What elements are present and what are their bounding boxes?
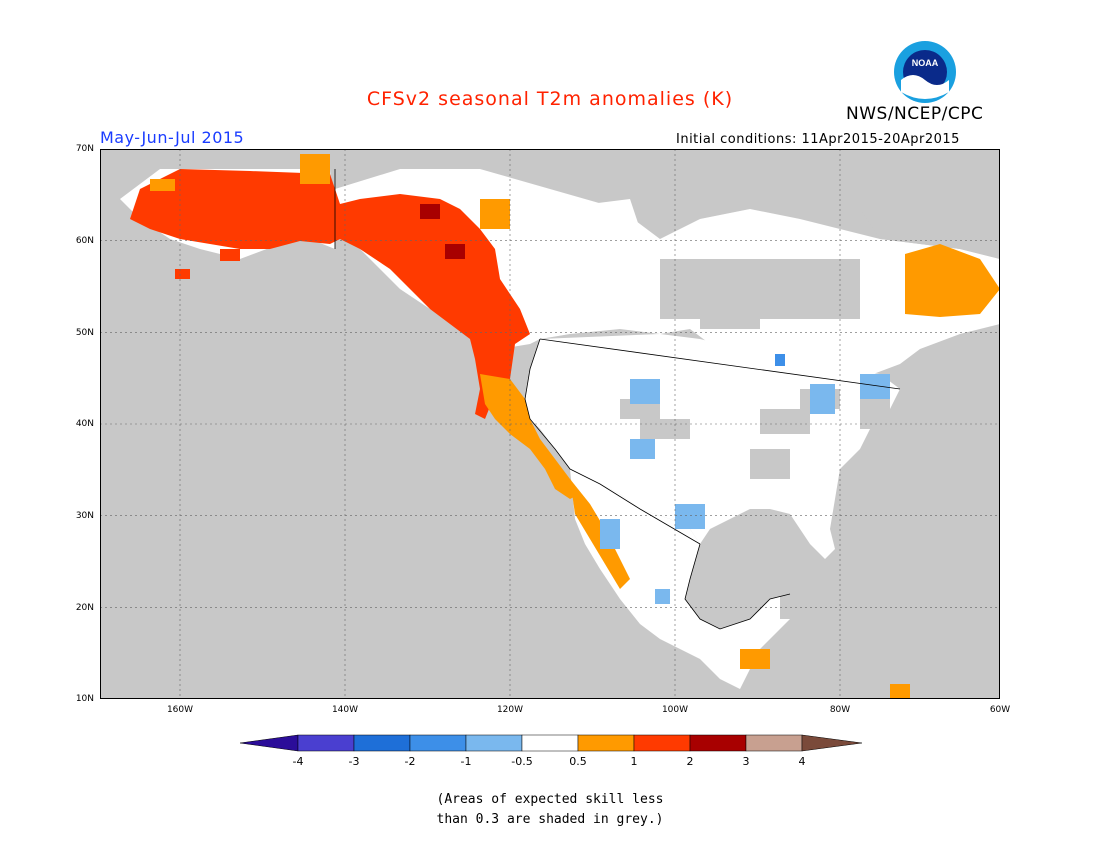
colorbar-segment (633, 734, 691, 752)
colorbar-segment (353, 734, 411, 752)
coastlines (334, 169, 901, 630)
colorbar-segment (577, 734, 635, 752)
skill-note-line1: (Areas of expected skill less (436, 792, 664, 807)
lon-label: 80W (829, 705, 851, 715)
lon-label: 100W (661, 705, 689, 715)
cool-anomaly-stronger (775, 354, 785, 366)
colorbar-segment (297, 734, 355, 752)
colorbar (240, 734, 862, 752)
lat-label: 20N (75, 603, 94, 613)
lon-label: 140W (331, 705, 359, 715)
colorbar-label: -4 (292, 755, 304, 768)
cool-anomaly (600, 374, 890, 604)
colorbar-segment (465, 734, 523, 752)
anomaly-map (100, 149, 1000, 699)
warm-anomaly-strong (130, 169, 530, 419)
lat-label: 40N (75, 419, 94, 429)
colorbar-label: 3 (742, 755, 750, 768)
colorbar-label: 0.5 (569, 755, 587, 768)
svg-text:NOAA: NOAA (912, 58, 939, 68)
colorbar-segment (689, 734, 747, 752)
organization-label: NWS/NCEP/CPC (846, 104, 984, 124)
colorbar-segment (801, 734, 862, 752)
colorbar-label: -0.5 (511, 755, 533, 768)
colorbar-segment (240, 734, 299, 752)
lat-label: 10N (75, 694, 94, 704)
colorbar-label: -2 (404, 755, 416, 768)
map-frame (100, 149, 1000, 699)
lon-label: 160W (166, 705, 194, 715)
noaa-logo: NOAA (894, 41, 956, 103)
initial-conditions-label: Initial conditions: 11Apr2015-20Apr2015 (676, 132, 960, 147)
map-title: CFSv2 seasonal T2m anomalies (K) (366, 88, 734, 110)
warm-anomaly-extreme (420, 204, 465, 259)
lat-label: 60N (75, 236, 94, 246)
colorbar-label: -1 (460, 755, 472, 768)
colorbar-label: -3 (348, 755, 360, 768)
lon-label: 120W (496, 705, 524, 715)
lon-label: 60W (989, 705, 1011, 715)
colorbar-segment (409, 734, 467, 752)
lat-label: 50N (75, 328, 94, 338)
colorbar-label: 1 (630, 755, 638, 768)
skill-note-line2: than 0.3 are shaded in grey.) (436, 812, 664, 827)
colorbar-segment (521, 734, 579, 752)
colorbar-label: 4 (798, 755, 806, 768)
period-label: May-Jun-Jul 2015 (100, 128, 245, 147)
colorbar-label: 2 (686, 755, 694, 768)
lat-label: 70N (75, 144, 94, 154)
lat-label: 30N (75, 511, 94, 521)
graticule (100, 149, 1000, 699)
colorbar-segment (745, 734, 803, 752)
